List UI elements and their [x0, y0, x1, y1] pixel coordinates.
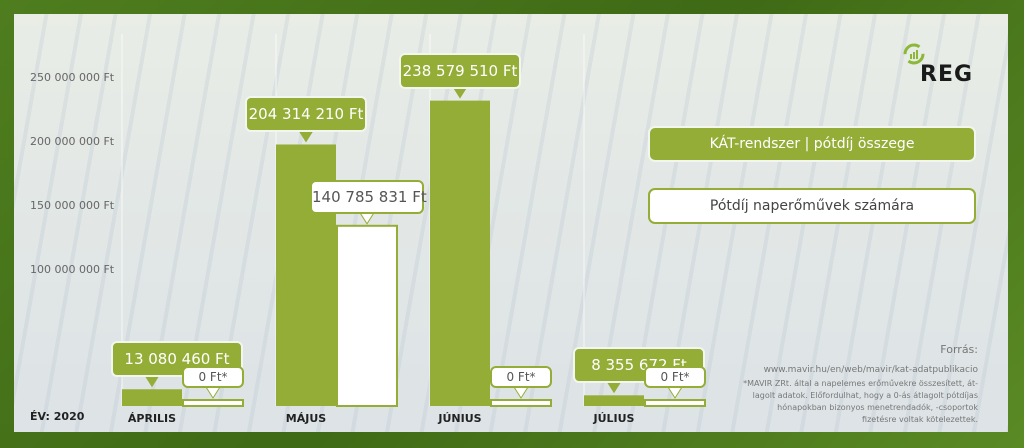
logo-text: REG — [920, 62, 974, 87]
data-label-pointer — [205, 386, 221, 399]
data-label-pointer — [145, 376, 159, 388]
data-label: 238 579 510 Ft — [399, 52, 521, 89]
y-tick-label: 150 000 000 Ft — [30, 199, 115, 212]
data-label-pointer — [299, 131, 313, 143]
legend-kat: KÁT-rendszer | pótdíj összege — [648, 126, 976, 162]
footnote-line: fizetésre voltak kötelezettek. — [862, 415, 978, 424]
footnote-line: lagolt adatok. Előfordulhat, hogy a 0-ás… — [752, 391, 978, 400]
y-tick-label: 200 000 000 Ft — [30, 135, 115, 148]
year-label: ÉV: 2020 — [30, 410, 85, 423]
legend-potdij: Pótdíj naperőművek számára — [648, 188, 976, 224]
month-label: MÁJUS — [285, 412, 327, 425]
data-label: 13 080 460 Ft — [111, 341, 243, 378]
month-label: JÚNIUS — [438, 412, 482, 425]
bar — [182, 399, 244, 407]
source-url[interactable]: www.mavir.hu/en/web/mavir/kat-adatpublik… — [763, 365, 978, 375]
y-tick-label: 100 000 000 Ft — [30, 263, 115, 276]
bar — [644, 399, 706, 407]
data-label: 0 Ft* — [490, 366, 552, 388]
bar — [122, 389, 182, 406]
data-label-pointer — [513, 386, 529, 399]
month-label: ÁPRILIS — [127, 412, 177, 425]
bar — [490, 399, 552, 407]
data-label: 0 Ft* — [644, 366, 706, 388]
bar — [584, 395, 644, 406]
bar — [430, 100, 490, 406]
data-label-pointer — [359, 212, 375, 225]
data-label-pointer — [607, 382, 621, 394]
data-label: 0 Ft* — [182, 366, 244, 388]
footnote: *MAVIR ZRt. által a napelemes erőművekre… — [743, 378, 978, 426]
footnote-line: hónapokban bizonyos menetrendadók, -csop… — [777, 403, 978, 412]
logo-icon — [903, 43, 925, 65]
month-label: JÚLIUS — [593, 412, 635, 425]
data-label-pointer — [667, 386, 683, 399]
source-title: Forrás: — [940, 343, 978, 356]
data-label: 204 314 210 Ft — [245, 96, 367, 133]
data-label-pointer — [453, 87, 467, 99]
chart-panel: 100 000 000 Ft 150 000 000 Ft 200 000 000 … — [14, 14, 1008, 432]
footnote-line: *MAVIR ZRt. által a napelemes erőművekre… — [743, 379, 978, 388]
y-tick-label: 250 000 000 Ft — [30, 71, 115, 84]
bar — [336, 224, 398, 407]
data-label: 140 785 831 Ft — [310, 179, 427, 214]
